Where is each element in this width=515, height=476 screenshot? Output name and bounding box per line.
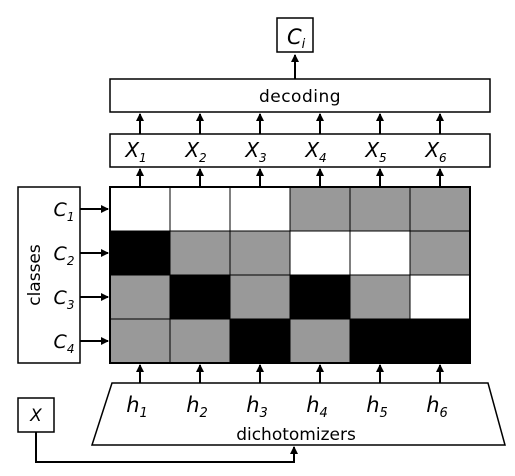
output-box	[276, 17, 314, 53]
code-matrix	[109, 186, 471, 364]
codeword-to-decoding-arrows	[136, 113, 444, 134]
output-label: Ci	[287, 25, 306, 52]
matrix-cell	[169, 318, 231, 364]
classes-label: classes	[25, 244, 45, 306]
codeword-bit-label: X6	[424, 138, 447, 165]
dichotomizer-label: h2	[186, 393, 208, 421]
matrix-cell	[229, 318, 291, 364]
codeword-bit-label: X3	[244, 138, 266, 165]
matrix-cell	[169, 230, 231, 276]
decoding-box	[109, 78, 491, 113]
matrix-to-codeword-arrows	[136, 168, 444, 187]
matrix-cell	[349, 318, 411, 364]
matrix-cell	[289, 318, 351, 364]
class-label: C3	[54, 287, 75, 312]
class-labels: C1 C2 C3 C4	[54, 199, 75, 356]
matrix-cell	[409, 318, 471, 364]
dichotomizer-label: h1	[126, 393, 148, 421]
dichotomizer-label: h6	[426, 393, 448, 421]
codeword-bit-labels: X1 X2 X3 X4 X5 X6	[124, 138, 447, 165]
dichotomizer-label: h5	[366, 393, 388, 421]
dichotomizer-to-matrix-arrows	[136, 364, 444, 383]
matrix-cell	[229, 186, 291, 232]
codeword-bit-label: X2	[184, 138, 206, 165]
matrix-cell	[409, 186, 471, 232]
matrix-cell	[109, 186, 171, 232]
code-matrix-border	[109, 186, 471, 364]
matrix-cell	[349, 274, 411, 320]
matrix-cell	[409, 274, 471, 320]
matrix-cell	[109, 274, 171, 320]
dichotomizer-labels: h1 h2 h3 h4 h5 h6	[126, 393, 448, 421]
decoding-label: decoding	[259, 87, 341, 107]
matrix-cell	[229, 230, 291, 276]
input-to-dichotomizers-arrow	[35, 432, 298, 463]
matrix-cell	[349, 230, 411, 276]
matrix-cell	[289, 230, 351, 276]
matrix-cell	[409, 230, 471, 276]
codeword-bit-label: X4	[304, 138, 326, 165]
matrix-cell	[109, 230, 171, 276]
matrix-cell	[349, 186, 411, 232]
codeword-bit-label: X1	[124, 138, 146, 165]
dichotomizers-box	[90, 382, 506, 446]
matrix-cell	[169, 274, 231, 320]
classes-box	[17, 186, 81, 364]
codeword-bit-label: X5	[364, 138, 386, 165]
matrix-cell	[109, 318, 171, 364]
input-label: X	[29, 406, 42, 426]
dichotomizer-label: h3	[246, 393, 268, 421]
matrix-cell	[289, 274, 351, 320]
class-label: C2	[54, 243, 75, 268]
matrix-cell	[169, 186, 231, 232]
class-label: C1	[54, 199, 75, 224]
input-box	[17, 397, 55, 433]
dichotomizers-label: dichotomizers	[236, 425, 356, 445]
codeword-box	[109, 133, 491, 168]
dichotomizer-label: h4	[306, 393, 328, 421]
matrix-cell	[229, 274, 291, 320]
matrix-cell	[289, 186, 351, 232]
class-to-matrix-arrows	[80, 205, 109, 345]
class-label: C4	[54, 331, 75, 356]
